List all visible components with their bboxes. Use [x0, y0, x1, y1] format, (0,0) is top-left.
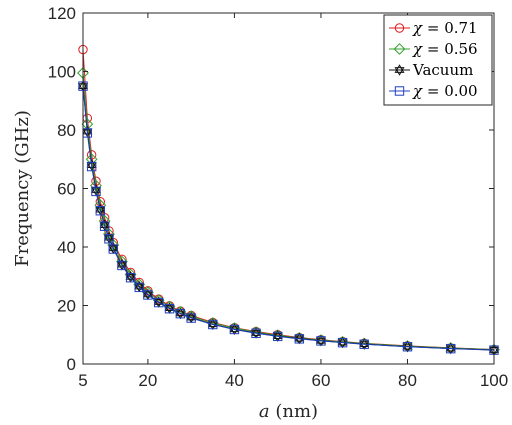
data-point: [116, 258, 127, 271]
legend-entry: Vacuum: [389, 61, 473, 79]
data-point: [125, 271, 136, 283]
legend-marker: [394, 64, 405, 76]
data-point: [143, 290, 153, 300]
legend-label-value: = 0.56: [422, 40, 478, 58]
data-point: [359, 339, 369, 349]
data-point: [402, 342, 413, 352]
legend-label-symbol: χ: [412, 40, 423, 58]
legend-entry: χ = 0.56: [389, 40, 478, 58]
legend-label-symbol: χ: [412, 82, 423, 100]
y-tick-label: 80: [57, 121, 76, 140]
series-1: [77, 67, 500, 356]
data-point: [445, 342, 456, 355]
data-point: [316, 336, 326, 346]
data-point: [272, 330, 283, 342]
data-point: [294, 334, 305, 344]
legend-entry: χ = 0.00: [389, 82, 478, 100]
data-point: [134, 282, 144, 293]
data-point: [208, 319, 218, 330]
data-point: [164, 304, 175, 314]
legend-label-symbol: χ: [412, 19, 423, 37]
data-point: [104, 234, 114, 244]
data-point: [154, 297, 164, 308]
data-point: [229, 323, 240, 335]
data-point: [337, 337, 348, 348]
data-point: [175, 308, 186, 319]
legend-label-value: Vacuum: [412, 61, 473, 79]
data-point: [186, 313, 196, 323]
x-tick-label: 100: [480, 371, 508, 390]
data-point: [359, 338, 370, 350]
data-point: [95, 206, 106, 216]
legend-label: χ = 0.00: [412, 82, 478, 100]
data-point: [108, 244, 118, 254]
x-tick-label: 60: [311, 371, 330, 390]
legend-label: χ = 0.56: [412, 40, 478, 58]
data-point: [108, 242, 119, 254]
series-line: [82, 86, 495, 351]
legend-label-value: = 0.71: [422, 19, 478, 37]
y-tick-label: 60: [57, 180, 76, 199]
legend-box: [383, 14, 493, 106]
y-tick-label: 100: [48, 63, 76, 82]
series-line: [82, 72, 495, 351]
data-point: [117, 260, 127, 271]
x-tick-label: 20: [138, 371, 157, 390]
y-tick-label: 0: [67, 355, 76, 374]
legend-marker: [393, 43, 406, 55]
x-tick-label: 5: [78, 371, 87, 390]
data-point: [174, 306, 187, 318]
legend-marker: [394, 86, 405, 96]
series-2: [77, 80, 500, 356]
y-tick-label: 20: [57, 297, 76, 316]
legend-label: χ = 0.71: [412, 19, 478, 37]
x-tick-label: 40: [225, 371, 244, 390]
data-point: [251, 328, 261, 338]
data-point: [251, 327, 262, 339]
data-point: [446, 343, 456, 354]
x-tick-label: 80: [398, 371, 417, 390]
data-point: [229, 324, 240, 335]
legend-entry: χ = 0.71: [389, 19, 478, 37]
data-point: [294, 332, 305, 345]
legend-label: Vacuum: [412, 61, 473, 79]
series-line: [82, 86, 495, 351]
legend-marker: [394, 23, 405, 33]
data-point: [272, 331, 283, 342]
data-point: [99, 221, 110, 231]
x-axis-label: a (nm): [259, 401, 318, 422]
series-3: [78, 81, 499, 355]
y-tick-label: 40: [57, 238, 76, 257]
data-point: [337, 336, 348, 349]
x-axis-label-unit: (nm): [275, 401, 318, 422]
data-point: [91, 186, 101, 197]
y-tick-label: 120: [48, 4, 76, 23]
data-point: [315, 334, 326, 347]
y-axis-label: Frequency (GHz): [12, 110, 33, 267]
data-point: [402, 340, 413, 353]
tick-labels: 5 20 40 60 80 100 0 20 40 60 80 100 120: [48, 4, 509, 390]
data-point: [125, 273, 136, 283]
data-point: [86, 161, 97, 172]
legend-label-value: = 0.00: [422, 82, 478, 100]
x-axis-label-symbol: a: [259, 401, 270, 422]
